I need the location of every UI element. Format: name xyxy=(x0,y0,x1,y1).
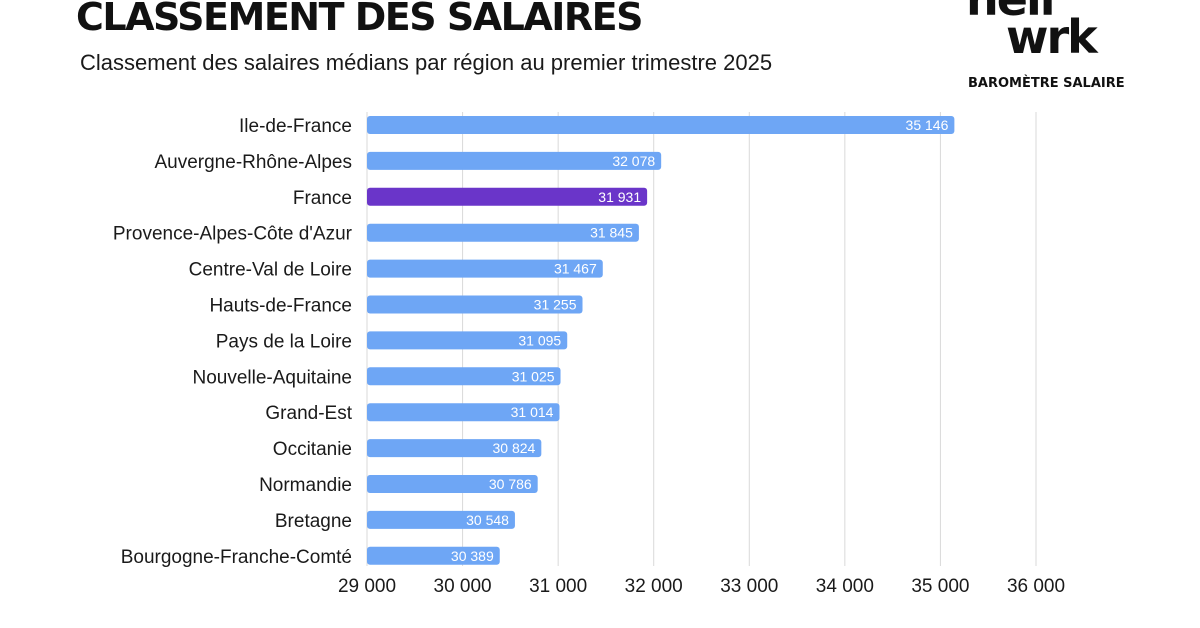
logo-line-2: wrk xyxy=(1006,10,1098,64)
bar-value-label: 30 824 xyxy=(492,440,535,456)
category-label: Pays de la Loire xyxy=(216,331,352,352)
logo-line-1: hell xyxy=(966,0,1055,22)
category-label: Bourgogne-Franche-Comté xyxy=(121,547,352,568)
bar-value-label: 30 786 xyxy=(489,476,532,492)
bar xyxy=(367,331,568,350)
bar xyxy=(367,151,662,170)
bar-value-label: 31 095 xyxy=(518,332,561,348)
chart-title: CLASSEMENT DES SALAIRES xyxy=(76,0,643,39)
bar-value-label: 31 255 xyxy=(534,297,577,313)
category-label: Ile-de-France xyxy=(239,116,352,137)
x-tick-label: 35 000 xyxy=(911,576,969,597)
hellowork-logo: hell wrk xyxy=(962,0,1132,64)
bar-value-label: 31 931 xyxy=(598,189,641,205)
bar xyxy=(367,439,542,458)
category-label: Normandie xyxy=(259,475,352,496)
category-label: Provence-Alpes-Côte d'Azur xyxy=(113,224,353,245)
x-tick-label: 34 000 xyxy=(816,576,874,597)
bar xyxy=(367,223,639,242)
category-label: France xyxy=(293,188,352,209)
bar xyxy=(367,510,515,529)
bar xyxy=(367,475,538,493)
x-tick-label: 30 000 xyxy=(434,576,492,597)
category-label: Auvergne-Rhône-Alpes xyxy=(154,152,352,173)
x-tick-label: 33 000 xyxy=(720,576,778,597)
bar-value-label: 30 548 xyxy=(466,512,509,528)
x-tick-label: 29 000 xyxy=(338,576,396,597)
bar-value-label: 31 014 xyxy=(511,404,554,420)
bar-value-label: 30 389 xyxy=(451,548,494,564)
bar-value-label: 31 467 xyxy=(554,261,597,277)
category-label: Grand-Est xyxy=(265,403,352,424)
bar-value-label: 32 078 xyxy=(612,153,655,169)
bar-value-label: 31 025 xyxy=(512,368,555,384)
brand-tagline: BAROMÈTRE SALAIRE xyxy=(968,76,1125,91)
category-label: Nouvelle-Aquitaine xyxy=(193,367,353,388)
x-tick-label: 36 000 xyxy=(1007,576,1065,597)
bar xyxy=(367,187,648,206)
x-tick-label: 31 000 xyxy=(529,576,587,597)
chart-subtitle: Classement des salaires médians par régi… xyxy=(80,50,773,75)
category-label: Centre-Val de Loire xyxy=(189,260,352,281)
bar xyxy=(367,367,561,386)
x-tick-label: 32 000 xyxy=(625,576,683,597)
bar xyxy=(367,546,500,565)
bar xyxy=(367,295,583,314)
bar xyxy=(367,116,955,134)
category-label: Occitanie xyxy=(273,439,352,460)
bar xyxy=(367,403,560,422)
category-label: Hauts-de-France xyxy=(209,296,352,317)
bar-value-label: 35 146 xyxy=(906,117,949,133)
bar xyxy=(367,259,603,278)
category-label: Bretagne xyxy=(275,511,352,532)
bar-value-label: 31 845 xyxy=(590,225,633,241)
